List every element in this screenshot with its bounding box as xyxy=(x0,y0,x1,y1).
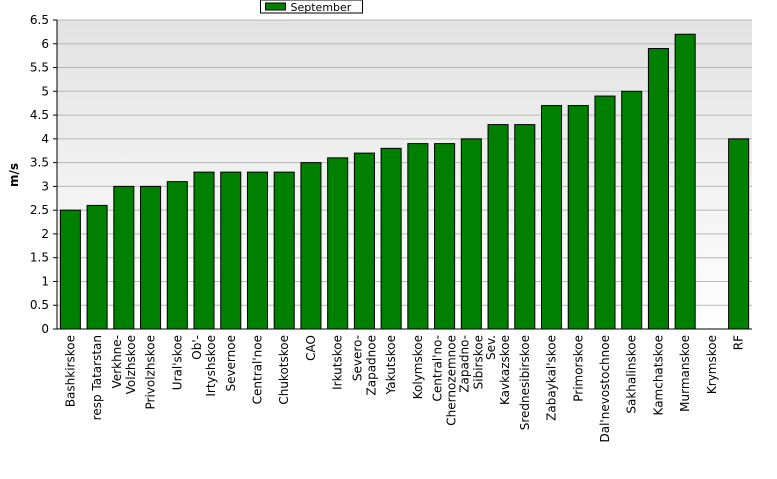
y-tick-label: 4.5 xyxy=(30,108,49,122)
bar xyxy=(487,124,509,330)
bar xyxy=(514,124,536,330)
y-tick-label: 0 xyxy=(41,322,49,336)
y-tick-label: 1 xyxy=(41,274,49,288)
bar xyxy=(567,105,589,330)
x-tick-label: Dal'nevostochnoe xyxy=(598,335,612,443)
bar xyxy=(674,33,696,330)
x-tick-label: Kolymskoe xyxy=(411,335,425,399)
bar xyxy=(113,185,135,330)
x-tick-label: RF xyxy=(732,335,746,350)
x-tick-label: Verkhne-Volzhskoe xyxy=(110,335,138,394)
x-tick-label: Sakhalinskoe xyxy=(625,335,639,414)
x-tick-label: Yakutskoe xyxy=(384,335,398,395)
bar xyxy=(594,95,616,330)
bar xyxy=(621,90,643,330)
x-tick-label: Primorskoe xyxy=(571,335,585,402)
bar xyxy=(140,185,162,330)
y-tick-label: 6 xyxy=(41,37,49,51)
y-tick-label: 3 xyxy=(41,179,49,193)
x-tick-label: CAO xyxy=(304,335,318,361)
x-tick-label: Bashkirskoe xyxy=(63,335,77,407)
plot-area xyxy=(57,20,752,329)
y-axis-title: m/s xyxy=(7,163,21,187)
bar xyxy=(273,171,295,330)
x-tick-label: Sev.Kavkazskoe xyxy=(484,335,512,405)
legend-swatch xyxy=(265,2,286,11)
bar xyxy=(327,157,349,330)
y-tick-label: 3.5 xyxy=(30,156,49,170)
x-tick-label: Ural'skoe xyxy=(170,335,184,390)
bar xyxy=(540,105,563,330)
x-tick-label: Central'no-Chernozemnoe xyxy=(431,335,459,426)
x-tick-label: Central'noe xyxy=(250,335,264,404)
x-tick-label: resp Tatarstan xyxy=(90,335,104,420)
y-tick-label: 0.5 xyxy=(30,298,49,312)
x-tick-label: Chukotskoe xyxy=(277,335,291,405)
x-tick-label: Zabaykal'skoe xyxy=(545,335,559,421)
x-tick-label: Severnoe xyxy=(224,335,238,392)
y-tick-label: 4 xyxy=(41,132,49,146)
y-tick-label: 1.5 xyxy=(30,251,49,265)
bar xyxy=(193,171,215,330)
x-tick-label: Srednesibirskoe xyxy=(518,335,532,430)
bar xyxy=(728,138,750,330)
x-tick-label: Kamchatskoe xyxy=(651,335,665,415)
bar xyxy=(434,143,456,330)
bar xyxy=(353,152,375,330)
bar xyxy=(647,48,669,330)
bar xyxy=(59,209,81,330)
x-tick-label: Zapadno-Sibirskoe xyxy=(457,335,485,393)
x-tick-label: Irkutskoe xyxy=(331,335,345,390)
bar xyxy=(380,147,402,330)
bar xyxy=(246,171,269,330)
bar xyxy=(407,143,429,330)
x-tick-label: Murmanskoe xyxy=(678,335,692,412)
bar xyxy=(86,204,108,330)
y-tick-label: 2 xyxy=(41,227,49,241)
bar xyxy=(460,138,482,330)
bar xyxy=(300,162,322,330)
bar xyxy=(220,171,242,330)
y-tick-label: 6.5 xyxy=(30,13,49,27)
y-tick-label: 5 xyxy=(41,84,49,98)
legend-label: September xyxy=(291,1,352,14)
x-tick-label: Ob'-Irtyshskoe xyxy=(190,335,218,397)
x-tick-label: Severo-Zapadnoe xyxy=(350,335,378,396)
x-tick-label: Privolzhskoe xyxy=(144,335,158,409)
x-tick-label: Krymskoe xyxy=(705,335,719,394)
bar xyxy=(166,181,188,330)
y-tick-label: 2.5 xyxy=(30,203,49,217)
legend: September xyxy=(260,0,363,14)
y-tick-label: 5.5 xyxy=(30,61,49,75)
